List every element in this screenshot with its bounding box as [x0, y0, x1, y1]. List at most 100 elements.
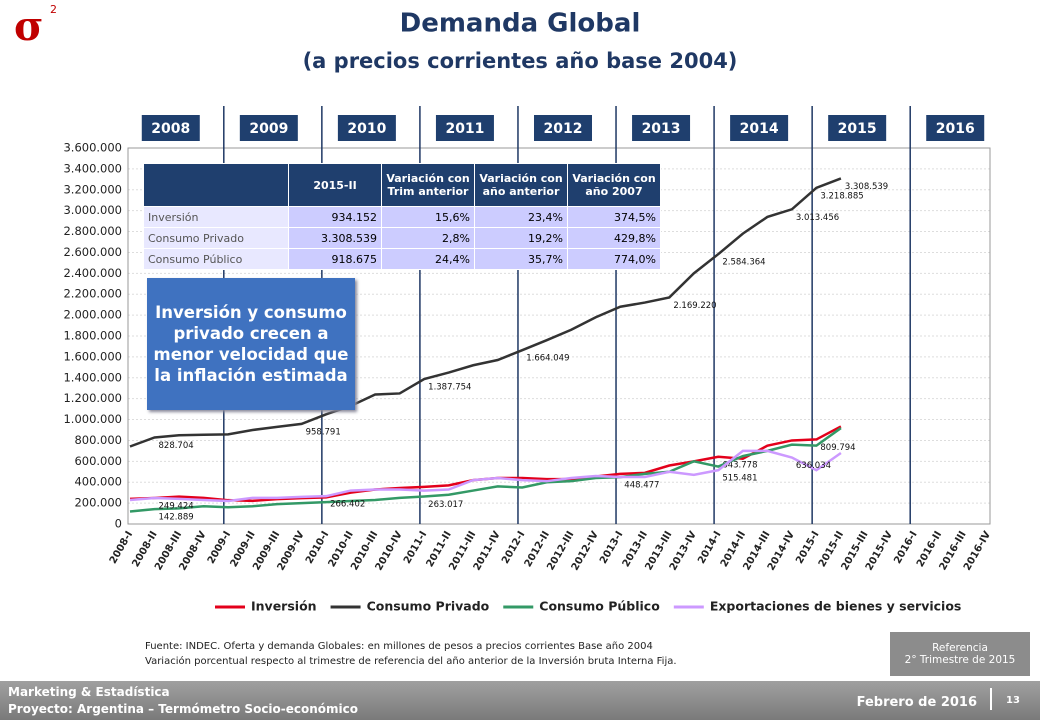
y-tick-label: 1.800.000: [63, 329, 122, 343]
logo: σ: [14, 3, 44, 50]
year-box: [632, 115, 691, 141]
data-label: 249.424: [159, 501, 194, 511]
x-tick-label: 2013-I: [598, 530, 625, 566]
year-box: [828, 115, 887, 141]
callout: Inversión y consumo privado crecen a men…: [147, 278, 355, 410]
table-cell: 35,7%: [474, 248, 568, 270]
y-tick-label: 3.000.000: [63, 203, 122, 217]
data-label: 3.013.456: [796, 213, 839, 223]
year-label: 2010: [347, 121, 386, 137]
y-tick-label: 2.200.000: [63, 287, 122, 301]
y-tick-label: 2.400.000: [63, 266, 122, 280]
table-header: 2015-II: [288, 163, 382, 207]
year-box: [534, 115, 592, 141]
year-label: 2008: [151, 121, 190, 137]
table-cell: Consumo Privado: [143, 227, 289, 249]
data-label: 643.778: [722, 460, 757, 470]
data-label: 3.218.885: [820, 191, 863, 201]
y-tick-label: 200.000: [74, 496, 122, 510]
y-tick-label: 3.200.000: [63, 182, 122, 196]
table-cell: 3.308.539: [288, 227, 382, 249]
year-box: [435, 115, 494, 141]
series-line: [129, 177, 842, 448]
y-tick-label: 2.800.000: [63, 224, 122, 238]
y-tick-label: 400.000: [74, 475, 122, 489]
year-label: 2009: [249, 121, 288, 137]
data-label: 142.889: [159, 513, 194, 523]
chart-subtitle: (a precios corrientes año base 2004): [303, 49, 738, 73]
table-cell: 918.675: [288, 248, 382, 270]
table-cell: Consumo Público: [143, 248, 289, 270]
x-tick-label: 2015-I: [794, 530, 821, 566]
data-label: 1.387.754: [428, 383, 471, 393]
y-tick-label: 2.000.000: [63, 308, 122, 322]
table-cell: 23,4%: [474, 206, 568, 228]
summary-table: 2015-II Variación con Trim anterior Vari…: [143, 163, 661, 270]
table-header: Variación con año 2007: [567, 163, 661, 207]
table-cell: 774,0%: [567, 248, 661, 270]
data-label: 828.704: [159, 441, 194, 451]
table-header: Variación con año anterior: [474, 163, 568, 207]
y-tick-label: 800.000: [74, 433, 122, 447]
data-label: 2.169.220: [673, 301, 716, 311]
footer-date: Febrero de 2016: [856, 695, 977, 710]
year-label: 2014: [740, 121, 779, 137]
year-label: 2015: [838, 121, 877, 137]
note: Variación porcentual respecto al trimest…: [145, 656, 677, 667]
y-tick-label: 3.400.000: [63, 161, 122, 175]
reference-text: 2° Trimestre de 2015: [904, 654, 1016, 666]
y-tick-label: 2.600.000: [63, 245, 122, 259]
data-label: 3.308.539: [845, 182, 888, 192]
data-label: 263.017: [428, 500, 463, 510]
y-tick-label: 1.400.000: [63, 370, 122, 384]
note: Fuente: INDEC. Oferta y demanda Globales…: [145, 641, 653, 652]
y-tick-label: 0: [115, 517, 122, 531]
logo-sup: 2: [50, 3, 57, 16]
footer-text: Marketing & Estadística: [8, 685, 170, 699]
y-tick-label: 1.000.000: [63, 412, 122, 426]
year-box: [730, 115, 789, 141]
data-label: 958.791: [306, 427, 341, 437]
callout-text: Inversión y consumo privado crecen a men…: [153, 303, 349, 385]
legend-label: Inversión: [251, 599, 317, 614]
legend-label: Consumo Privado: [367, 599, 490, 614]
year-label: 2013: [642, 121, 681, 137]
year-box: [141, 115, 200, 141]
legend-label: Consumo Público: [539, 599, 660, 614]
x-tick-label: 2016-I: [892, 530, 919, 566]
table-cell: 2,8%: [381, 227, 475, 249]
x-tick-label: 2011-I: [402, 530, 429, 566]
series-line: [129, 427, 842, 513]
y-tick-label: 3.600.000: [63, 141, 122, 155]
year-box: [239, 115, 298, 141]
table-corner: [143, 163, 289, 207]
data-label: 2.584.364: [722, 258, 765, 268]
chart-title: Demanda Global: [400, 9, 641, 39]
year-box: [926, 115, 985, 141]
series-line: [129, 449, 842, 503]
table-cell: 934.152: [288, 206, 382, 228]
data-label: 448.477: [624, 481, 659, 491]
x-tick-label: 2010-I: [304, 530, 331, 566]
y-tick-label: 600.000: [74, 454, 122, 468]
x-tick-label: 2008-I: [108, 530, 135, 566]
data-label: 266.402: [330, 500, 365, 510]
year-box: [337, 115, 396, 141]
footer-separator: [990, 688, 992, 710]
reference-text: Referencia: [932, 642, 988, 654]
table-cell: Inversión: [143, 206, 289, 228]
footer-page: 13: [1006, 695, 1020, 706]
table-cell: 24,4%: [381, 248, 475, 270]
year-label: 2011: [445, 121, 484, 137]
footer-text: Proyecto: Argentina – Termómetro Socio-e…: [8, 702, 359, 716]
x-tick-label: 2014-I: [696, 530, 723, 566]
data-label: 1.664.049: [526, 354, 569, 364]
legend-label: Exportaciones de bienes y servicios: [710, 599, 962, 614]
y-tick-label: 1.600.000: [63, 349, 122, 363]
plot-frame: [127, 147, 991, 525]
table-cell: 15,6%: [381, 206, 475, 228]
table-header: Variación con Trim anterior: [381, 163, 475, 207]
table-cell: 429,8%: [567, 227, 661, 249]
data-label: 809.794: [820, 443, 855, 453]
